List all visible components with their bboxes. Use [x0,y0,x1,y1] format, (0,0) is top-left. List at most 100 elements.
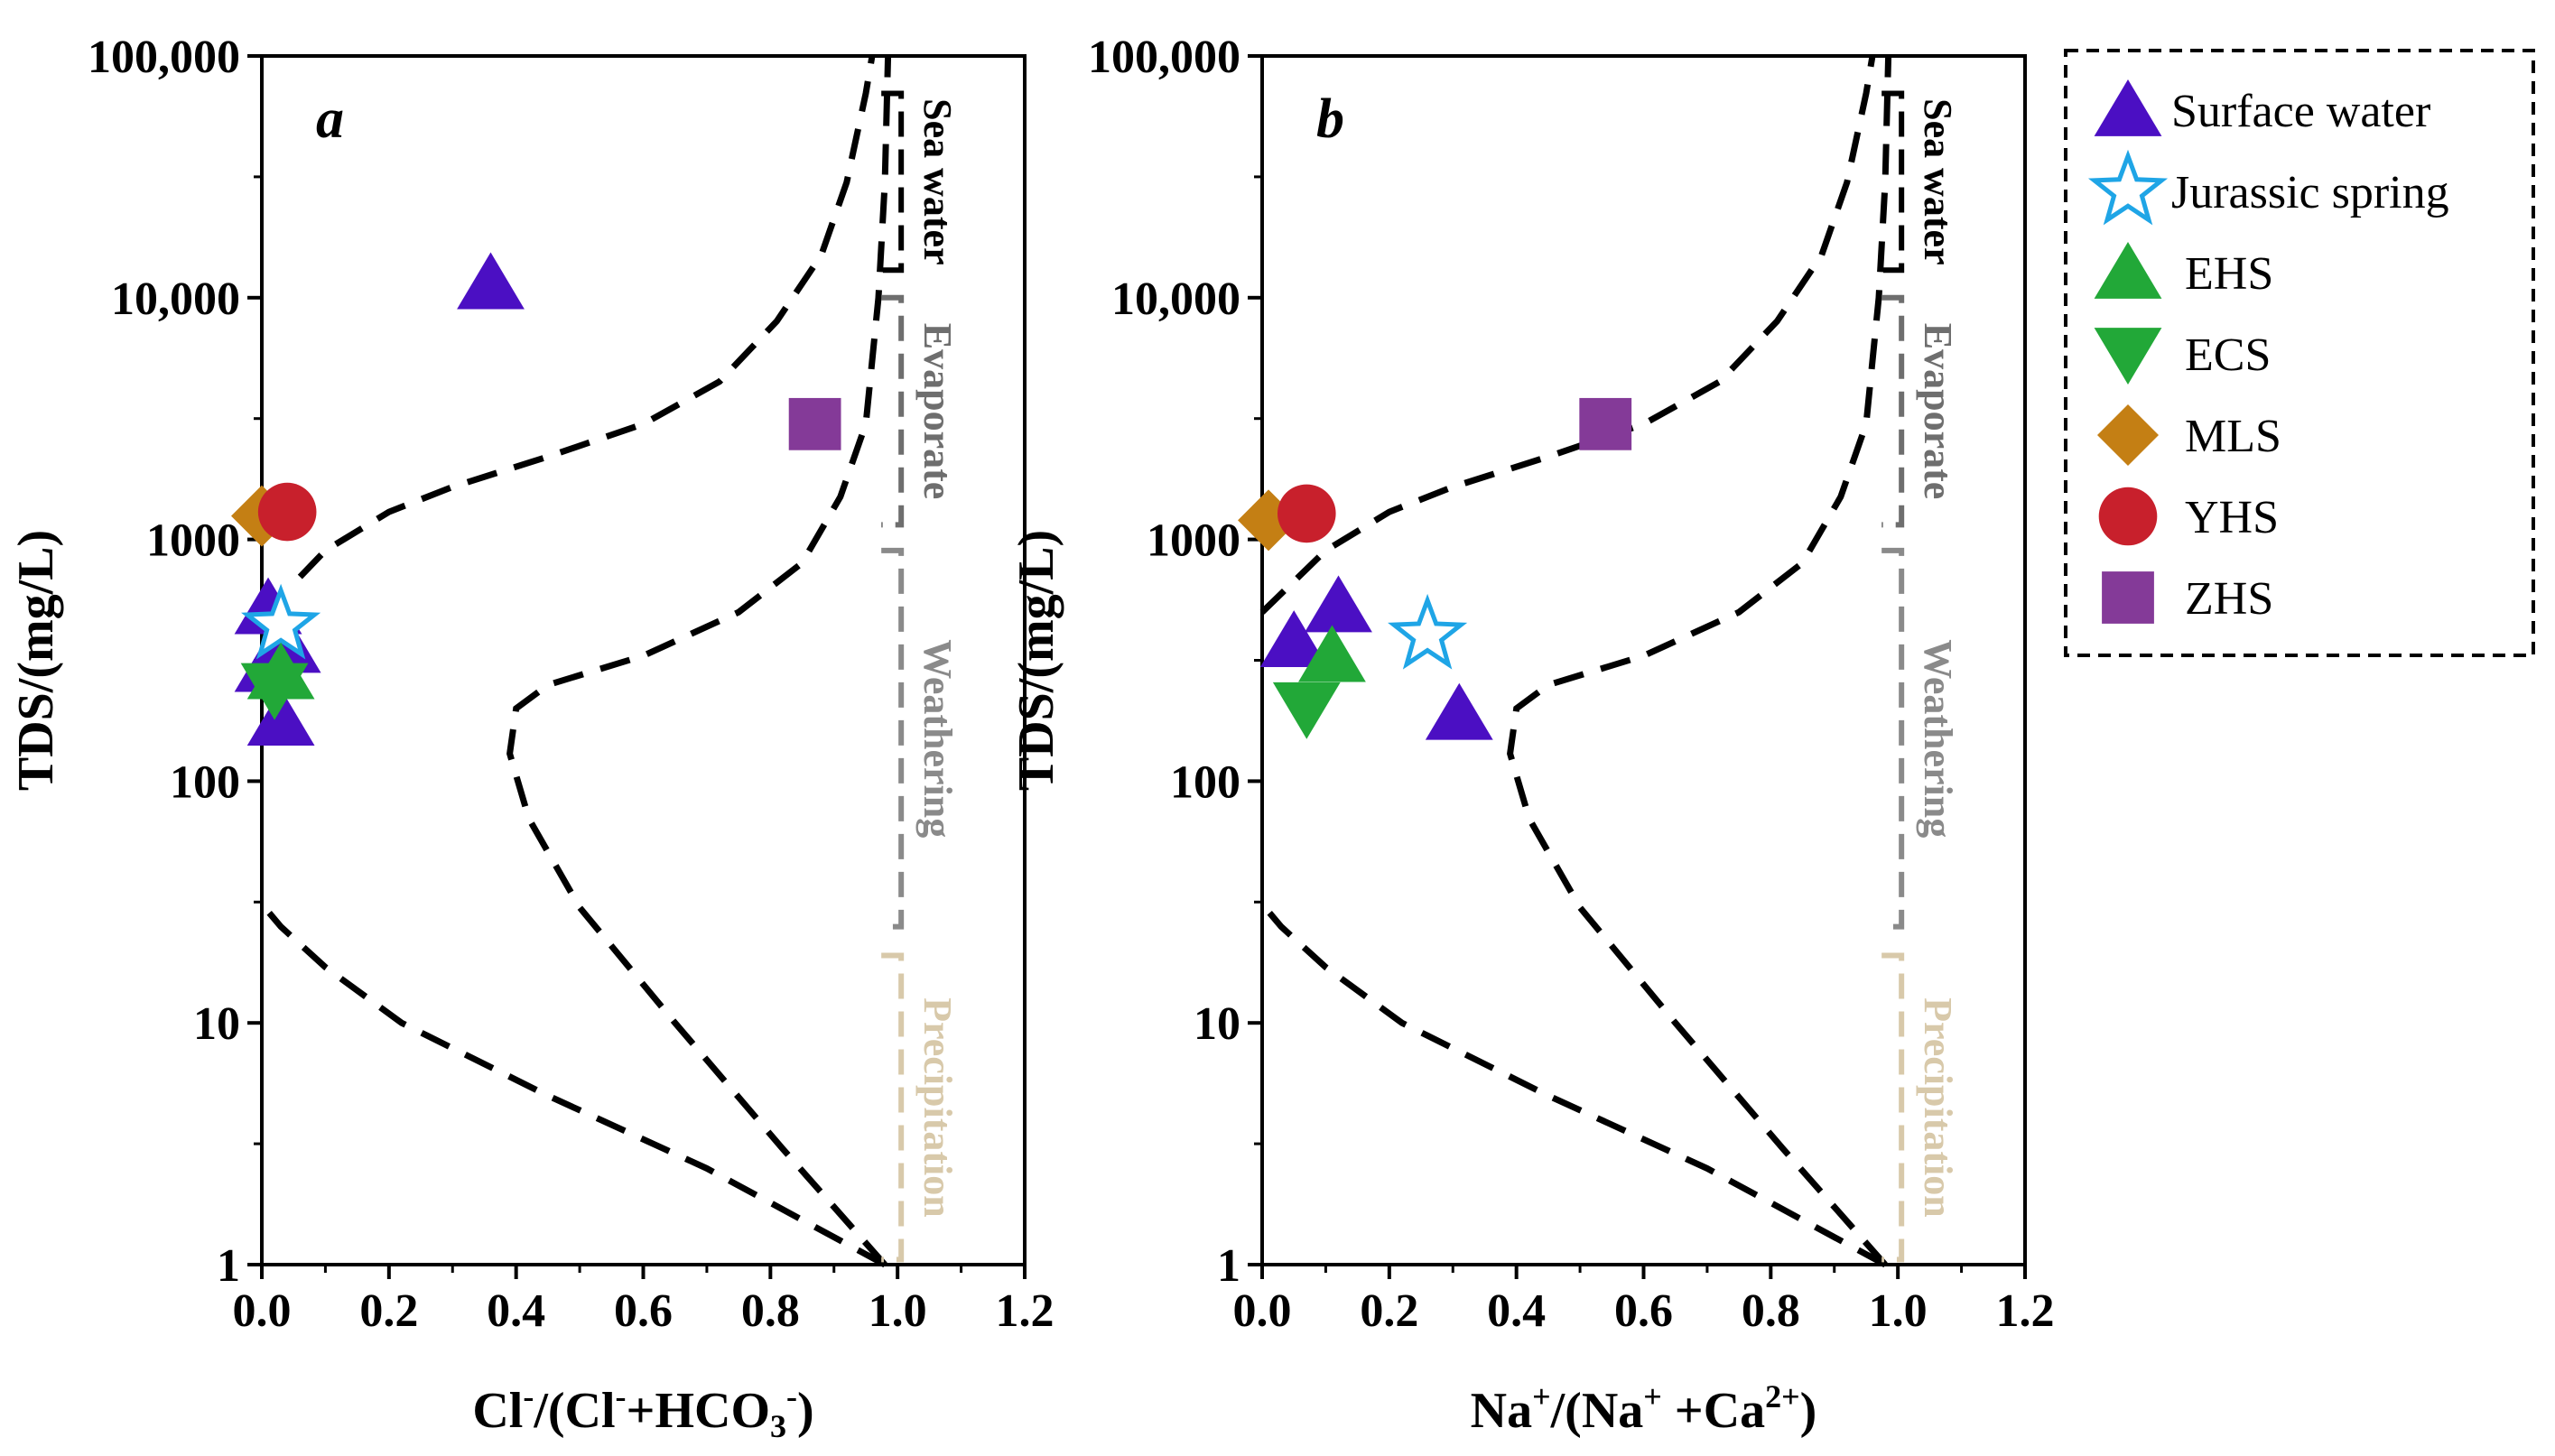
y-tick-label: 10,000 [1111,274,1240,325]
x-axis-title: Na+/(Na+ +Ca2+) [1471,1378,1817,1439]
legend-marker-ehs [2094,242,2162,299]
data-point-surface-water [246,689,315,746]
zone-label: Evaporate [915,323,960,500]
x-axis-title-part: /(Cl [533,1383,615,1439]
legend-marker-jurassic-spring [2087,149,2169,226]
y-tick-label: 1 [217,1240,240,1292]
legend: Surface water Jurassic spring EHS ECS MLS YHS… [2064,49,2535,657]
zone-label: Weathering [1916,639,1960,838]
legend-label: MLS [2185,411,2281,462]
y-axis-title: TDS/(mg/L) [1008,530,1064,791]
boundary-curve-lower [259,902,887,1268]
zone-label: Precipitation [1916,997,1960,1218]
zone-bracket [881,294,905,528]
x-tick-label: 1.2 [996,1285,1055,1337]
zone-bracket [1881,90,1905,274]
x-tick-label: 1.0 [1869,1285,1928,1337]
plot-frame [260,54,1027,1266]
x-axis-title-part: ) [797,1383,814,1439]
data-point-ecs [240,663,309,720]
y-tick-label: 100 [1170,756,1240,808]
y-tick-label: 10 [193,998,240,1050]
x-axis-title-part: /(Na [1550,1383,1644,1439]
x-tick-label: 0.8 [741,1285,800,1337]
legend-marker-ecs [2094,328,2162,385]
boundary-curve-inner [506,55,892,1267]
x-tick-label: 0.8 [1742,1285,1800,1337]
data-point-zhs [788,397,841,450]
x-axis-title-part: - [786,1378,797,1414]
data-point-surface-water [1425,682,1493,740]
plot-frame [1260,54,2027,1266]
x-axis-title: Cl-/(Cl-+HCO3-) [472,1378,813,1443]
x-axis-title-part: - [616,1378,627,1414]
legend-marker-yhs [2098,487,2158,546]
y-axis-title: TDS/(mg/L) [8,530,64,791]
x-tick-label: 0.0 [1233,1285,1292,1337]
zone-bracket [1881,952,1905,1263]
zone-bracket [881,952,905,1263]
zone-label: Evaporate [1916,323,1960,500]
legend-label: ZHS [2185,573,2273,625]
data-point-surface-water [457,252,525,310]
zone-bracket [881,547,905,930]
data-point-jurassic-spring [241,583,321,660]
zone-bracket [1881,294,1905,528]
legend-marker-zhs [2102,571,2154,624]
x-axis-title-part: Na [1471,1383,1532,1439]
data-point-zhs [1579,397,1632,450]
boundary-curve-inner [1507,55,1892,1267]
x-tick-label: 0.6 [614,1285,673,1337]
panel-letter: b [1316,88,1344,150]
zone-label: Weathering [915,639,960,838]
y-tick-label: 10,000 [111,274,240,325]
data-point-yhs [257,482,317,542]
legend-label: ECS [2185,329,2271,381]
y-tick-label: 100,000 [1088,32,1240,83]
x-tick-label: 1.2 [1996,1285,2055,1337]
x-axis-title-part: - [523,1378,534,1414]
panel-b: 0.0 0.2 0.4 0.6 0.8 1.0 1.2 1 10 100 1000 10,000 100… [1008,32,2055,1439]
x-tick-label: 0.4 [1487,1285,1546,1337]
zone-label: Sea water [1916,98,1960,264]
x-axis-title-part: +HCO [627,1383,770,1439]
legend-label: YHS [2185,492,2279,543]
legend-label: EHS [2185,248,2273,300]
x-tick-label: 1.0 [869,1285,927,1337]
x-axis-title-part: Cl [472,1383,523,1439]
x-tick-label: 0.2 [1360,1285,1418,1337]
x-tick-label: 0.6 [1614,1285,1673,1337]
legend-label: Jurassic spring [2171,167,2449,218]
x-axis-title-part: ) [1800,1383,1817,1439]
boundary-curve-upper [1259,55,1876,615]
data-point-ecs [1272,682,1341,739]
boundary-curve-upper [297,55,876,580]
zone-label: Precipitation [915,997,960,1218]
x-axis-title-part: +Ca [1662,1383,1765,1439]
x-tick-label: 0.2 [359,1285,418,1337]
legend-label: Surface water [2171,86,2430,137]
y-tick-label: 1000 [146,515,240,567]
legend-marker-surface-water [2094,79,2162,136]
y-tick-label: 10 [1194,998,1240,1050]
y-tick-label: 1 [1217,1240,1240,1292]
data-point-surface-water [1305,575,1372,633]
zone-label: Sea water [915,98,960,264]
panel-a: 0.0 0.2 0.4 0.6 0.8 1.0 1.2 1 10 100 1000 10,000 100… [8,32,1055,1444]
y-tick-label: 100,000 [88,32,240,83]
data-point-ehs [1298,625,1366,682]
y-tick-label: 1000 [1147,515,1240,567]
x-axis-title-part: + [1643,1378,1662,1414]
legend-marker-mls [2097,404,2159,466]
data-point-surface-water [1259,610,1328,668]
y-tick-label: 100 [170,756,240,808]
x-axis-title-part: 3 [770,1408,786,1444]
data-point-yhs [1277,484,1336,543]
x-tick-label: 0.0 [233,1285,292,1337]
data-point-jurassic-spring [1388,593,1468,670]
x-tick-label: 0.4 [487,1285,545,1337]
x-axis-title-part: 2+ [1765,1378,1800,1414]
boundary-curve-lower [1259,902,1887,1268]
